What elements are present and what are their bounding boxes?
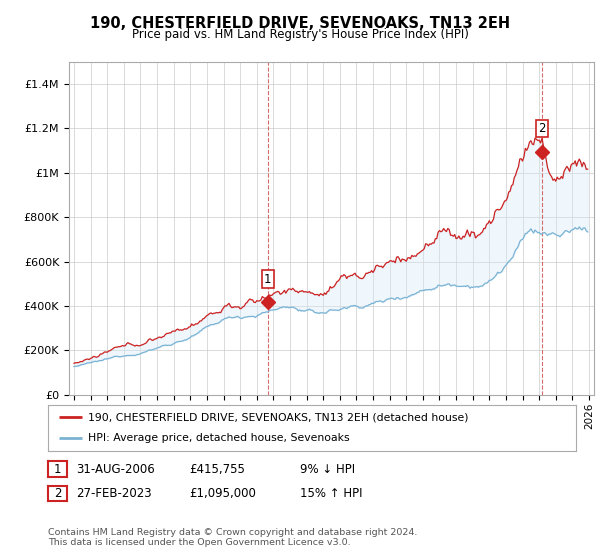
Text: 9% ↓ HPI: 9% ↓ HPI bbox=[300, 463, 355, 476]
Text: £1,095,000: £1,095,000 bbox=[189, 487, 256, 500]
Text: Price paid vs. HM Land Registry's House Price Index (HPI): Price paid vs. HM Land Registry's House … bbox=[131, 28, 469, 41]
Text: 15% ↑ HPI: 15% ↑ HPI bbox=[300, 487, 362, 500]
Text: 27-FEB-2023: 27-FEB-2023 bbox=[76, 487, 152, 500]
Text: 2: 2 bbox=[54, 487, 61, 500]
Text: 1: 1 bbox=[54, 463, 61, 476]
Text: 190, CHESTERFIELD DRIVE, SEVENOAKS, TN13 2EH (detached house): 190, CHESTERFIELD DRIVE, SEVENOAKS, TN13… bbox=[88, 412, 468, 422]
Text: £415,755: £415,755 bbox=[189, 463, 245, 476]
Text: 2: 2 bbox=[538, 122, 545, 135]
Text: 190, CHESTERFIELD DRIVE, SEVENOAKS, TN13 2EH: 190, CHESTERFIELD DRIVE, SEVENOAKS, TN13… bbox=[90, 16, 510, 31]
Text: HPI: Average price, detached house, Sevenoaks: HPI: Average price, detached house, Seve… bbox=[88, 433, 349, 444]
Text: Contains HM Land Registry data © Crown copyright and database right 2024.
This d: Contains HM Land Registry data © Crown c… bbox=[48, 528, 418, 547]
Text: 1: 1 bbox=[264, 273, 272, 286]
Text: 31-AUG-2006: 31-AUG-2006 bbox=[76, 463, 155, 476]
